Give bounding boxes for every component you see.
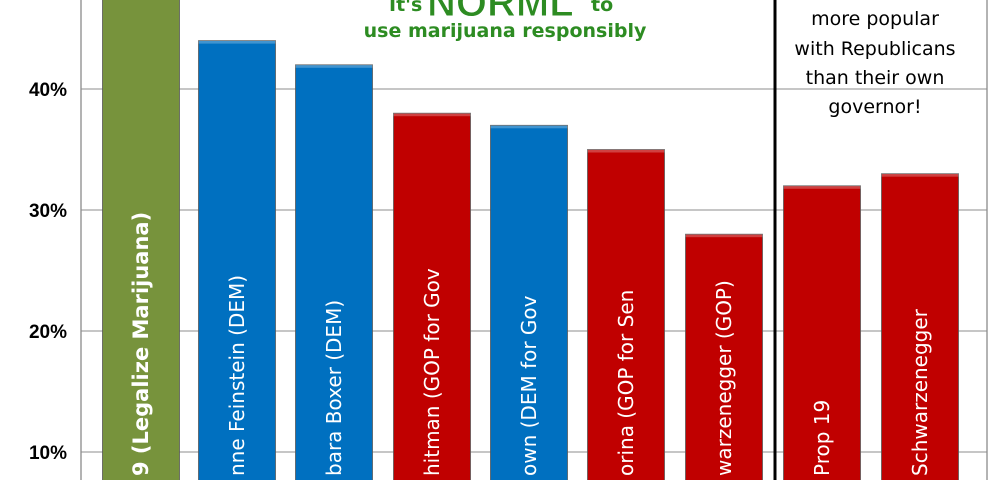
bar-label-1: 9 (Legalize Marijuana): [129, 212, 153, 476]
bar-5-highlight: [490, 125, 568, 129]
bar-5: [490, 124, 568, 480]
bar-4: [393, 112, 471, 480]
bar-label-8: Prop 19: [810, 400, 834, 476]
slogan: It's NORML to use marijuana responsibly: [364, 0, 647, 42]
bar-label-5: own (DEM for Gov: [517, 295, 541, 476]
y-tick-label-20: 20%: [29, 322, 67, 343]
y-tick-label-40: 40%: [29, 80, 67, 101]
bars: [102, 0, 959, 480]
y-axis-tick-labels: 10% 20% 30% 40%: [29, 80, 67, 464]
bar-3: [295, 64, 373, 480]
bar-6: [587, 149, 665, 480]
plot-area-border: [80, 0, 988, 480]
bar-7: [685, 233, 763, 480]
annotation-line-2: with Republicans: [794, 38, 955, 60]
bar-7-highlight: [685, 234, 763, 238]
bar-3-highlight: [295, 64, 373, 68]
annotation-line-4: governor!: [828, 96, 921, 118]
annotation-line-1: more popular: [811, 8, 939, 30]
bar-label-6: orina (GOP for Sen: [614, 290, 638, 476]
bar-2-highlight: [198, 40, 276, 44]
bar-label-9: Schwarzenegger: [908, 308, 932, 476]
bar-1: [102, 0, 180, 480]
slogan-line2: use marijuana responsibly: [364, 20, 647, 42]
bar-label-3: bara Boxer (DEM): [322, 300, 346, 476]
annotation: more popular with Republicans than their…: [794, 8, 955, 118]
slogan-its: It's: [389, 0, 422, 16]
bar-label-7: warzenegger (GOP): [712, 280, 736, 476]
bar-2: [198, 40, 276, 480]
bar-6-highlight: [587, 149, 665, 153]
bar-label-2: nne Feinstein (DEM): [225, 275, 249, 476]
bar-9-highlight: [881, 173, 959, 177]
slogan-to: to: [591, 0, 613, 16]
slogan-normal-word: NORML: [427, 0, 574, 25]
y-tick-label-10: 10%: [29, 443, 67, 464]
bar-labels: 9 (Legalize Marijuana) nne Feinstein (DEM…: [129, 212, 932, 476]
y-tick-label-30: 30%: [29, 201, 67, 222]
bar-label-4: hitman (GOP for Gov: [420, 268, 444, 476]
annotation-line-3: than their own: [806, 67, 945, 89]
bar-8-highlight: [783, 185, 861, 189]
bar-4-highlight: [393, 113, 471, 117]
bar-9: [881, 173, 959, 480]
bar-8: [783, 185, 861, 480]
